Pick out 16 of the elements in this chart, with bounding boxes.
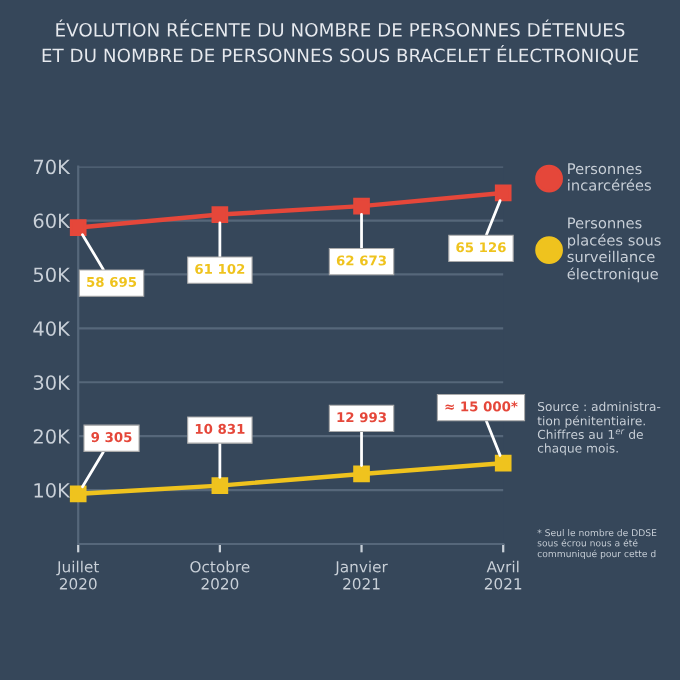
y-tick-label: 60K — [33, 213, 71, 229]
point — [353, 197, 370, 215]
y-tick-label: 30K — [33, 375, 71, 390]
y-tick-label: 70K — [33, 159, 71, 175]
point — [494, 184, 512, 202]
point — [211, 477, 229, 494]
y-tick-label: 50K — [33, 267, 71, 283]
point — [211, 206, 229, 223]
point — [353, 465, 370, 483]
point — [69, 485, 87, 503]
y-tick-label: 40K — [33, 321, 71, 337]
point — [69, 219, 87, 236]
y-tick-label: 20K — [33, 429, 71, 444]
y-tick-label: 10K — [34, 483, 71, 498]
chart-title: ÉVOLUTION RÉCENTE DU NOMBRE DE PERSONNES DÉTENUES ET DU NOMBRE DE PERSONNES SOUS BRACELET ÉLECTRONIQUE — [42, 19, 638, 65]
point — [494, 454, 512, 472]
